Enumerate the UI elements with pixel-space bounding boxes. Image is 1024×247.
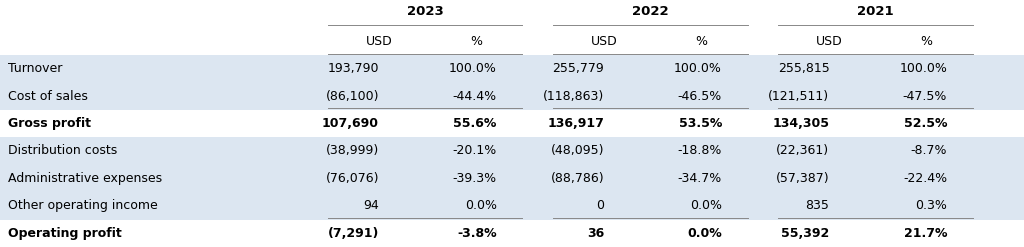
Text: (48,095): (48,095): [551, 144, 604, 157]
Text: (76,076): (76,076): [326, 172, 379, 185]
Text: (88,786): (88,786): [551, 172, 604, 185]
Bar: [0, 55, 1024, 82]
Text: Distribution costs: Distribution costs: [8, 144, 118, 157]
Text: 52.5%: 52.5%: [904, 117, 947, 130]
Text: 53.5%: 53.5%: [679, 117, 722, 130]
Text: (86,100): (86,100): [326, 90, 379, 103]
Text: 134,305: 134,305: [772, 117, 829, 130]
Text: (121,511): (121,511): [768, 90, 829, 103]
Text: (7,291): (7,291): [328, 227, 379, 240]
Text: 255,779: 255,779: [552, 62, 604, 75]
Text: -8.7%: -8.7%: [910, 144, 947, 157]
Text: 94: 94: [364, 199, 379, 212]
Text: 0.0%: 0.0%: [687, 227, 722, 240]
Bar: [0, 165, 1024, 192]
Text: 100.0%: 100.0%: [674, 62, 722, 75]
Text: %: %: [921, 35, 933, 48]
Text: USD: USD: [366, 35, 392, 48]
Text: -3.8%: -3.8%: [457, 227, 497, 240]
Text: (118,863): (118,863): [543, 90, 604, 103]
Text: 0.0%: 0.0%: [690, 199, 722, 212]
Text: 100.0%: 100.0%: [899, 62, 947, 75]
Text: 136,917: 136,917: [547, 117, 604, 130]
Text: 36: 36: [587, 227, 604, 240]
Text: 2023: 2023: [407, 5, 443, 18]
Text: 55.6%: 55.6%: [454, 117, 497, 130]
Text: 2021: 2021: [857, 5, 894, 18]
Text: 55,392: 55,392: [781, 227, 829, 240]
Text: (22,361): (22,361): [776, 144, 829, 157]
Bar: [0, 82, 1024, 110]
Text: 21.7%: 21.7%: [904, 227, 947, 240]
Text: %: %: [695, 35, 708, 48]
Text: -34.7%: -34.7%: [678, 172, 722, 185]
Text: Other operating income: Other operating income: [8, 199, 158, 212]
Text: Gross profit: Gross profit: [8, 117, 91, 130]
Text: (38,999): (38,999): [326, 144, 379, 157]
Bar: [0, 137, 1024, 165]
Text: USD: USD: [591, 35, 617, 48]
Text: Cost of sales: Cost of sales: [8, 90, 88, 103]
Text: 0.0%: 0.0%: [465, 199, 497, 212]
Text: 107,690: 107,690: [322, 117, 379, 130]
Text: Turnover: Turnover: [8, 62, 62, 75]
Text: -22.4%: -22.4%: [903, 172, 947, 185]
Text: -44.4%: -44.4%: [453, 90, 497, 103]
Text: 255,815: 255,815: [777, 62, 829, 75]
Text: 100.0%: 100.0%: [449, 62, 497, 75]
Text: -47.5%: -47.5%: [903, 90, 947, 103]
Text: 0.3%: 0.3%: [915, 199, 947, 212]
Text: 2022: 2022: [632, 5, 669, 18]
Text: 193,790: 193,790: [328, 62, 379, 75]
Text: (57,387): (57,387): [776, 172, 829, 185]
Text: 0: 0: [596, 199, 604, 212]
Text: %: %: [470, 35, 482, 48]
Bar: [0, 192, 1024, 220]
Text: -39.3%: -39.3%: [453, 172, 497, 185]
Text: USD: USD: [816, 35, 843, 48]
Text: -20.1%: -20.1%: [453, 144, 497, 157]
Text: Operating profit: Operating profit: [8, 227, 122, 240]
Text: -18.8%: -18.8%: [678, 144, 722, 157]
Text: 835: 835: [806, 199, 829, 212]
Text: -46.5%: -46.5%: [678, 90, 722, 103]
Text: Administrative expenses: Administrative expenses: [8, 172, 163, 185]
